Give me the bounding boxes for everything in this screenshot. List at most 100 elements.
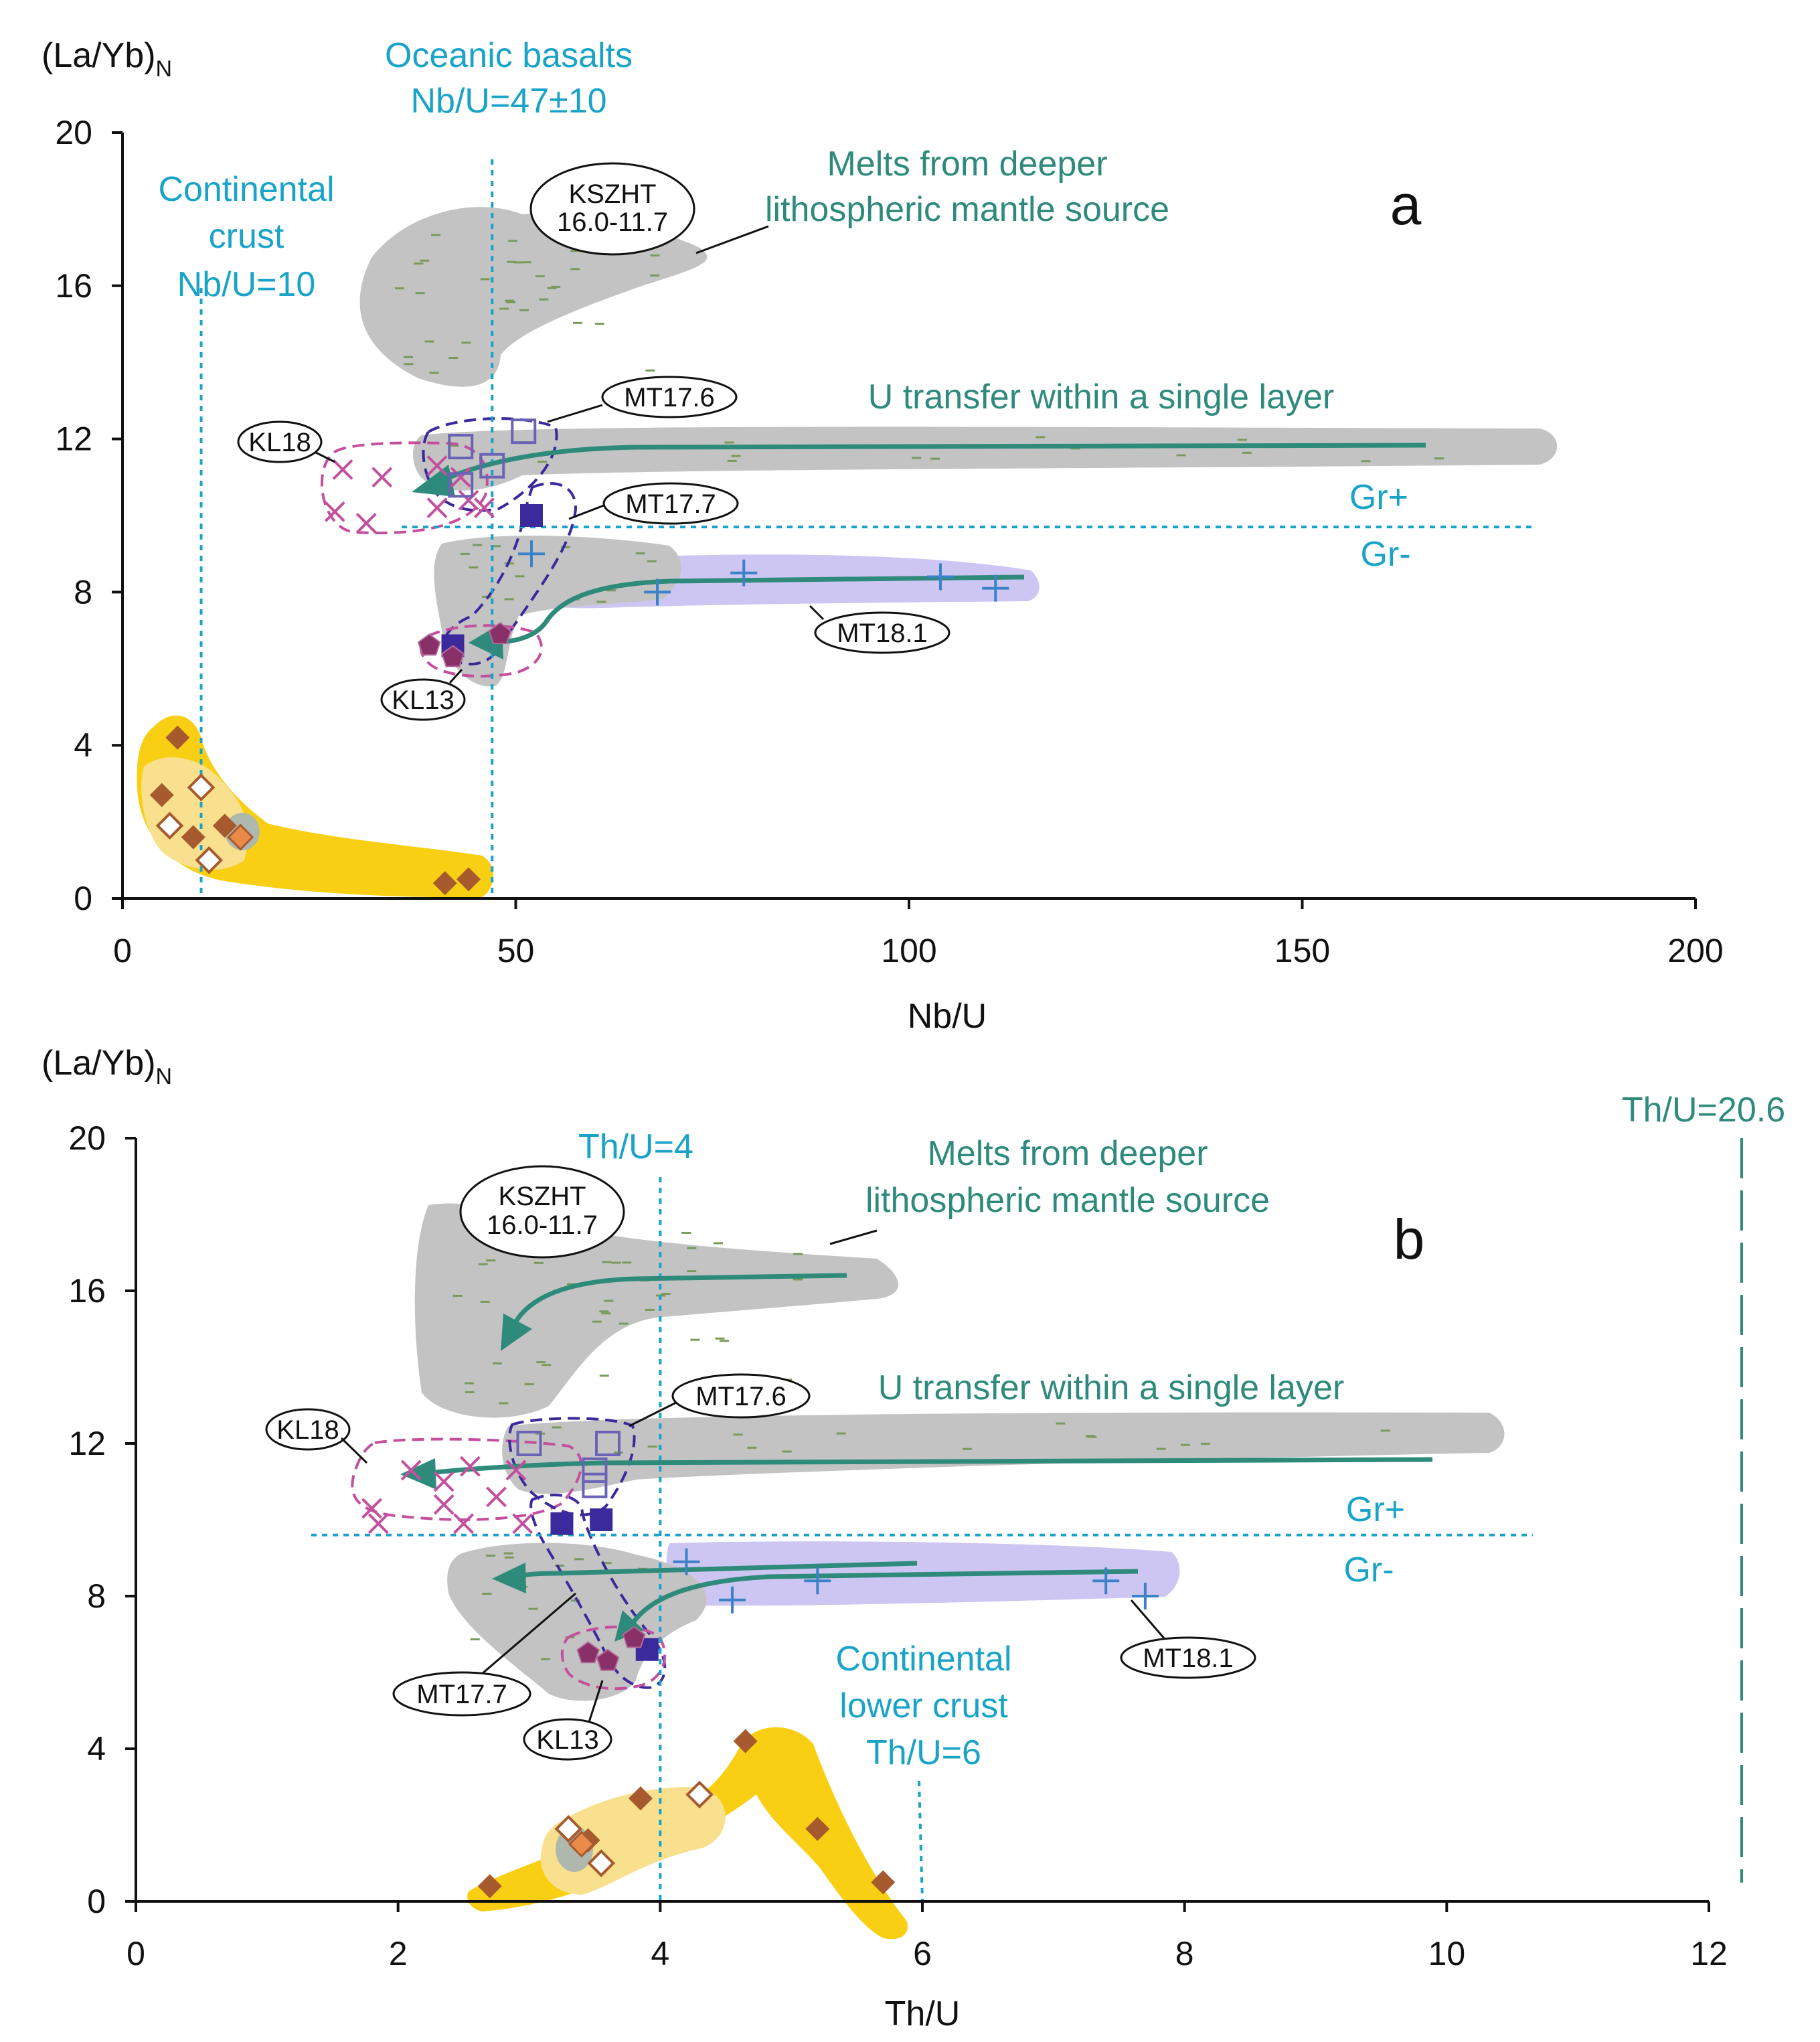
arrow-lower-b2-head [614, 1610, 644, 1642]
marker-a-kl13-1 [441, 645, 465, 667]
marker-b-mt17-7-0 [550, 1512, 574, 1535]
label-gr-plus-a: Gr+ [1349, 478, 1408, 517]
x-tick-label-a-0: 0 [113, 932, 132, 969]
panel-b-axes [135, 1138, 1709, 1903]
marker-a-mt17-6-3 [448, 472, 474, 498]
x-tick-label-b-6: 12 [1690, 1935, 1728, 1972]
marker-b-mt18-1-2 [804, 1567, 831, 1595]
y-tick-label-b-4: 16 [68, 1272, 106, 1310]
marker-b-continental-crust-open--1 [587, 1849, 616, 1877]
x-tick-label-a-2: 100 [881, 932, 936, 969]
callout-mt177-a: MT17.7 [625, 489, 716, 519]
marker-b-kl18-1 [433, 1471, 454, 1492]
callout-kl18-a: KL18 [248, 428, 311, 457]
marker-b-kl18-9 [512, 1513, 533, 1535]
annotation-melts-a: Melts from deeper lithospheric mantle sou… [765, 145, 1169, 229]
x-axis-title-a: Nb/U [908, 997, 987, 1036]
marker-a-continental-crust-1 [149, 783, 174, 807]
field-crust-pale-b [540, 1787, 726, 1895]
callout-kl18-a-bubble [237, 420, 323, 463]
leader-mt181-a [809, 605, 825, 621]
arrow-lower-b1-head [492, 1563, 526, 1593]
leader-mt181-b [1130, 1599, 1166, 1640]
callout-mt181-b: MT18.1 [1143, 1644, 1234, 1673]
callout-kl13-b: KL13 [536, 1725, 598, 1755]
marker-b-mt17-6-3 [582, 1472, 608, 1498]
callout-kszht-a-bubble [529, 162, 695, 256]
marker-b-mt17-7-1 [590, 1508, 613, 1531]
leader-kl18-a [314, 451, 335, 463]
label-gr-minus-a: Gr- [1360, 535, 1410, 574]
marker-b-kl18-8 [453, 1513, 474, 1535]
callout-kl13-a: KL13 [392, 686, 454, 715]
callout-mt177-a-bubble [602, 482, 739, 525]
callout-kl13-b-bubble [523, 1718, 612, 1761]
marker-a-continental-crust-orange--0 [227, 823, 254, 851]
panel-a-callouts [237, 162, 950, 721]
x-tick-label-b-3: 6 [913, 1935, 932, 1972]
marker-b-mt18-1-3 [1092, 1567, 1120, 1595]
leader-kl13-b [588, 1680, 604, 1723]
marker-b-kl18-2 [459, 1456, 481, 1477]
marker-a-kl13-2 [488, 622, 512, 645]
panel-b-reference-lines [311, 1177, 1533, 1902]
marker-a-kl13-0 [417, 633, 441, 656]
marker-b-kl13-1 [596, 1648, 620, 1671]
y-tick-label-a-0: 0 [74, 880, 92, 917]
x-tick-label-a-4: 200 [1667, 932, 1723, 969]
y-tick-label-a-5: 20 [55, 114, 92, 151]
marker-b-continental-crust-4 [805, 1816, 830, 1841]
marker-a-continental-crust-2 [181, 825, 205, 850]
arrow-melts-b-head [501, 1314, 532, 1351]
leader-kl18-b [340, 1437, 368, 1464]
marker-b-kl18-0 [400, 1460, 422, 1481]
marker-a-kl18-6 [426, 497, 448, 518]
y-tick-label-a-3: 12 [55, 420, 92, 458]
callout-mt181-a-bubble [814, 611, 950, 654]
marker-a-kl18-7 [458, 489, 479, 511]
marker-a-mt18-1-3 [927, 563, 954, 591]
outline-kl18-b [351, 1437, 582, 1521]
callout-mt176-a-bubble [601, 376, 738, 418]
marker-b-mt18-1-4 [1131, 1583, 1159, 1609]
marker-a-continental-crust-0 [165, 725, 190, 750]
label-gr-minus-b: Gr- [1343, 1551, 1394, 1589]
callout-kszht-b: KSZHT 16.0-11.7 [487, 1182, 598, 1240]
marker-a-continental-crust-5 [457, 867, 481, 892]
y-tick-label-a-1: 4 [74, 726, 92, 764]
label-th-u-4: Th/U=4 [578, 1127, 693, 1166]
leader-mt176-b [629, 1401, 677, 1427]
callout-mt181-a: MT18.1 [837, 619, 928, 648]
outline-mt177-b [529, 1494, 667, 1689]
label-continental-lower-crust: Continental lower crust Th/U=6 [835, 1640, 1011, 1772]
marker-b-kl13-0 [576, 1641, 600, 1664]
outline-kl13-a [419, 624, 543, 678]
panel-a-markers [149, 418, 1009, 896]
field-crust-pale-a [141, 757, 248, 870]
callout-mt176-a: MT17.6 [624, 383, 715, 412]
x-tick-label-b-0: 0 [127, 1935, 145, 1972]
leader-kl13-a [448, 668, 463, 684]
leader-melts-a [695, 225, 769, 254]
marker-a-kl18-8 [474, 497, 495, 518]
leader-mt177-a [568, 504, 604, 520]
callout-mt176-b-bubble [671, 1373, 811, 1419]
field-gr-plus-a [412, 426, 1558, 491]
x-tick-label-a-3: 150 [1274, 932, 1330, 969]
marker-b-kl18-3 [505, 1460, 527, 1481]
marker-b-continental-crust-orange--0 [568, 1830, 595, 1858]
marker-a-kl18-0 [332, 459, 353, 480]
panel-a-ticks: 0 50 100 150 200 0 4 8 12 16 20 [55, 114, 1723, 969]
x-tick-label-b-4: 8 [1175, 1935, 1194, 1972]
y-tick-label-a-4: 16 [55, 267, 92, 305]
y-tick-label-b-3: 12 [68, 1425, 106, 1462]
label-th-u-20-6: Th/U=20.6 [1622, 1091, 1785, 1129]
panel-b-markers [361, 1431, 1159, 1899]
marker-a-continental-crust-open--2 [195, 846, 224, 874]
ref-line-th-u-6 [918, 1780, 924, 1902]
y-tick-label-b-5: 20 [68, 1119, 106, 1157]
marker-a-kl18-3 [450, 467, 471, 488]
callout-kszht-b-bubble [459, 1165, 625, 1259]
marker-b-continental-crust-2 [628, 1786, 653, 1811]
